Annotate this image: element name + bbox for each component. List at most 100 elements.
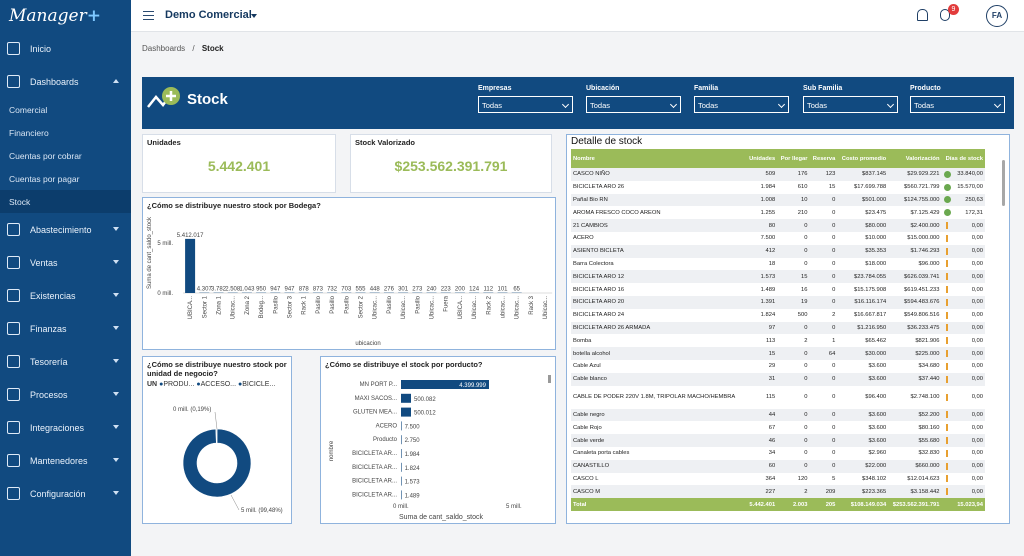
breadcrumb-dashboards[interactable]: Dashboards — [142, 44, 186, 53]
table-row[interactable]: Bomba 113 2 1 $65.462 $821.906 0,00 — [571, 334, 985, 347]
app-logo[interactable]: Manager+ — [0, 0, 131, 32]
table-row[interactable]: Pañal Bio RN 1.008 10 0 $501.000 $124.755.000… — [571, 193, 985, 207]
bar — [401, 449, 402, 458]
table-row[interactable]: BICICLETA ARO 24 1.824 500 2 $16.667.817 $549… — [571, 309, 985, 322]
data-label: 947 — [284, 287, 295, 293]
table-cell: $626.039.741 — [888, 270, 942, 284]
lightbulb-icon[interactable] — [940, 9, 950, 21]
table-cell: $821.906 — [915, 337, 940, 344]
table-row[interactable]: AROMA FRESCO COCO AREON 1.255 210 0 $23.475 $… — [571, 206, 985, 219]
sidebar-item-5[interactable]: Finanzas — [0, 312, 131, 345]
legend-item[interactable]: ACCESO... — [200, 381, 237, 388]
truck-icon — [7, 223, 20, 236]
sidebar-item-9[interactable]: Mantenedores — [0, 444, 131, 477]
data-label: 555 — [355, 287, 366, 293]
table-row[interactable]: 21 CAMBIOS 80 0 0 $80.000 $2.400.000 0,00 — [571, 219, 985, 232]
table-cell: 15 — [745, 347, 778, 360]
table-row[interactable]: CASCO L 364 120 5 $348.102 $12.014.623 0,00 — [571, 473, 985, 486]
subnav-item[interactable]: Cuentas por pagar — [9, 173, 80, 184]
subnav-item[interactable]: Cuentas por cobrar — [9, 150, 82, 161]
table-cell: 0,00 — [953, 321, 985, 335]
column-header[interactable]: Valorización — [888, 149, 942, 168]
table-cell: $223.365 — [837, 485, 889, 499]
table-row[interactable]: botella alcohol 15 0 64 $30.000 $225.000 0,00 — [571, 347, 985, 360]
bar — [401, 476, 402, 486]
subnav-item[interactable]: Stock — [0, 190, 131, 213]
column-header[interactable]: Días de stock — [941, 149, 985, 168]
table-cell: 1.573 — [745, 270, 778, 284]
table-row[interactable]: CABLE DE PODER 220V 1.8M, TRIPOLAR MACHO… — [571, 386, 985, 409]
filter-dropdown[interactable]: Todas — [803, 96, 898, 113]
category-label: ACERO — [376, 423, 398, 429]
table-cell: 18 — [768, 260, 776, 267]
table-row[interactable]: ASIENTO BICLETA 412 0 0 $35.353 $1.746.293 0,0… — [571, 244, 985, 258]
legend-item[interactable]: PRODU... — [163, 381, 195, 388]
column-header[interactable]: Nombre — [571, 149, 746, 168]
project-selector[interactable]: Demo Comercial — [165, 9, 252, 21]
table-row[interactable]: Canaleta porta cables 34 0 0 $2.960 $32.830 0,… — [571, 447, 985, 460]
chevron-down-icon[interactable] — [251, 14, 257, 18]
data-label: 301 — [398, 287, 409, 293]
table-scrollbar[interactable] — [1002, 160, 1005, 206]
table-row[interactable]: Barra Colectora 18 0 0 $18.000 $96.000 0,00 — [571, 258, 985, 271]
status-dot-icon — [942, 181, 954, 194]
table-row[interactable]: BICICLETA ARO 26 1.984 610 15 $17.699.788 $56… — [571, 181, 985, 194]
table-row[interactable]: Cable blanco 31 0 0 $3.600 $37.440 0,00 — [571, 372, 985, 386]
table-row[interactable]: BICICLETA ARO 12 1.573 15 0 $23.784.055 $626.… — [571, 270, 985, 284]
sidebar-item-0[interactable]: Inicio — [0, 32, 131, 65]
filter-dropdown[interactable]: Todas — [478, 96, 573, 113]
column-header[interactable]: Costo promedio — [837, 149, 889, 168]
table-row[interactable]: CASCO M 227 2 209 $223.365 $3.158.442 0,00 — [571, 485, 985, 499]
total-cell: $108.149.034 — [837, 498, 889, 511]
column-header[interactable]: Por llegar — [777, 149, 810, 168]
sidebar-item-8[interactable]: Integraciones — [0, 411, 131, 444]
filter-dropdown[interactable]: Todas — [586, 96, 681, 113]
column-header[interactable]: Reserva — [809, 149, 838, 168]
total-cell: 5.442.401 — [745, 498, 778, 511]
column-header[interactable]: Unidades — [745, 149, 778, 168]
user-avatar[interactable]: FA — [986, 5, 1008, 27]
table-row[interactable]: BICICLETA ARO 16 1.489 16 0 $15.175.908 $619.… — [571, 283, 985, 296]
table-row[interactable]: Cable Rojo 67 0 0 $3.600 $80.160 0,00 — [571, 421, 985, 434]
table-row[interactable]: BICICLETA ARO 20 1.391 19 0 $16.116.174 $594.… — [571, 295, 985, 309]
table-row[interactable]: Cable Azul 29 0 0 $3.600 $34.680 0,00 — [571, 360, 985, 373]
table-row[interactable]: ACERO 7.500 0 0 $10.000 $15.000.000 0,00 — [571, 232, 985, 245]
dollar-icon — [7, 322, 20, 335]
sidebar-item-4[interactable]: Existencias — [0, 279, 131, 312]
chart-scrollbar[interactable] — [548, 375, 551, 383]
sidebar-item-3[interactable]: Ventas — [0, 246, 131, 279]
table-cell: 113 — [765, 337, 776, 344]
table-cell: 0,00 — [953, 347, 985, 360]
filter-3: Sub Familia Todas — [803, 85, 898, 113]
table-row[interactable]: BICICLETA ARO 26 ARMADA 97 0 0 $1.216.950 $36… — [571, 321, 985, 335]
table-cell: 0,00 — [971, 312, 983, 319]
hamburger-menu-icon[interactable] — [143, 11, 154, 20]
table-cell: $65.462 — [865, 337, 887, 344]
x-tick-label: Ubicac... — [543, 296, 549, 320]
legend-item[interactable]: BICICLE... — [242, 381, 276, 388]
subnav-item[interactable]: Comercial — [9, 104, 48, 115]
table-cell: 0,00 — [971, 363, 983, 370]
filter-dropdown[interactable]: Todas — [694, 96, 789, 113]
table-row[interactable]: Cable negro 44 0 0 $3.600 $52.200 0,00 — [571, 408, 985, 422]
sidebar-item-10[interactable]: Configuración — [0, 477, 131, 510]
category-label: MAXI SACOS... — [355, 396, 398, 402]
subnav-item[interactable]: Financiero — [9, 127, 49, 138]
table-row[interactable]: CASCO NIÑO 509 176 123 $837.145 $29.929.221 33… — [571, 168, 985, 181]
leader-line — [214, 411, 218, 430]
top-bar: Demo Comercial 9 FA — [131, 0, 1024, 32]
table-row[interactable]: CANASTILLO 60 0 0 $22.000 $660.000 0,00 — [571, 459, 985, 473]
filter-dropdown[interactable]: Todas — [910, 96, 1005, 113]
table-cell: 0 — [832, 363, 836, 370]
sidebar-item-6[interactable]: Tesorería — [0, 345, 131, 378]
sidebar-item-1[interactable]: Dashboards — [0, 65, 131, 98]
table-row[interactable]: Cable verde 46 0 0 $3.600 $55.680 0,00 — [571, 434, 985, 447]
table-cell: $837.145 — [837, 168, 889, 181]
notification-badge: 9 — [948, 4, 959, 15]
sidebar-item-2[interactable]: Abastecimiento — [0, 213, 131, 246]
bell-icon[interactable] — [917, 9, 928, 21]
data-label: 1.489 — [405, 493, 421, 499]
table-cell: $29.929.221 — [888, 168, 942, 181]
sidebar-item-7[interactable]: Procesos — [0, 378, 131, 411]
table-cell: 34 — [768, 450, 776, 457]
